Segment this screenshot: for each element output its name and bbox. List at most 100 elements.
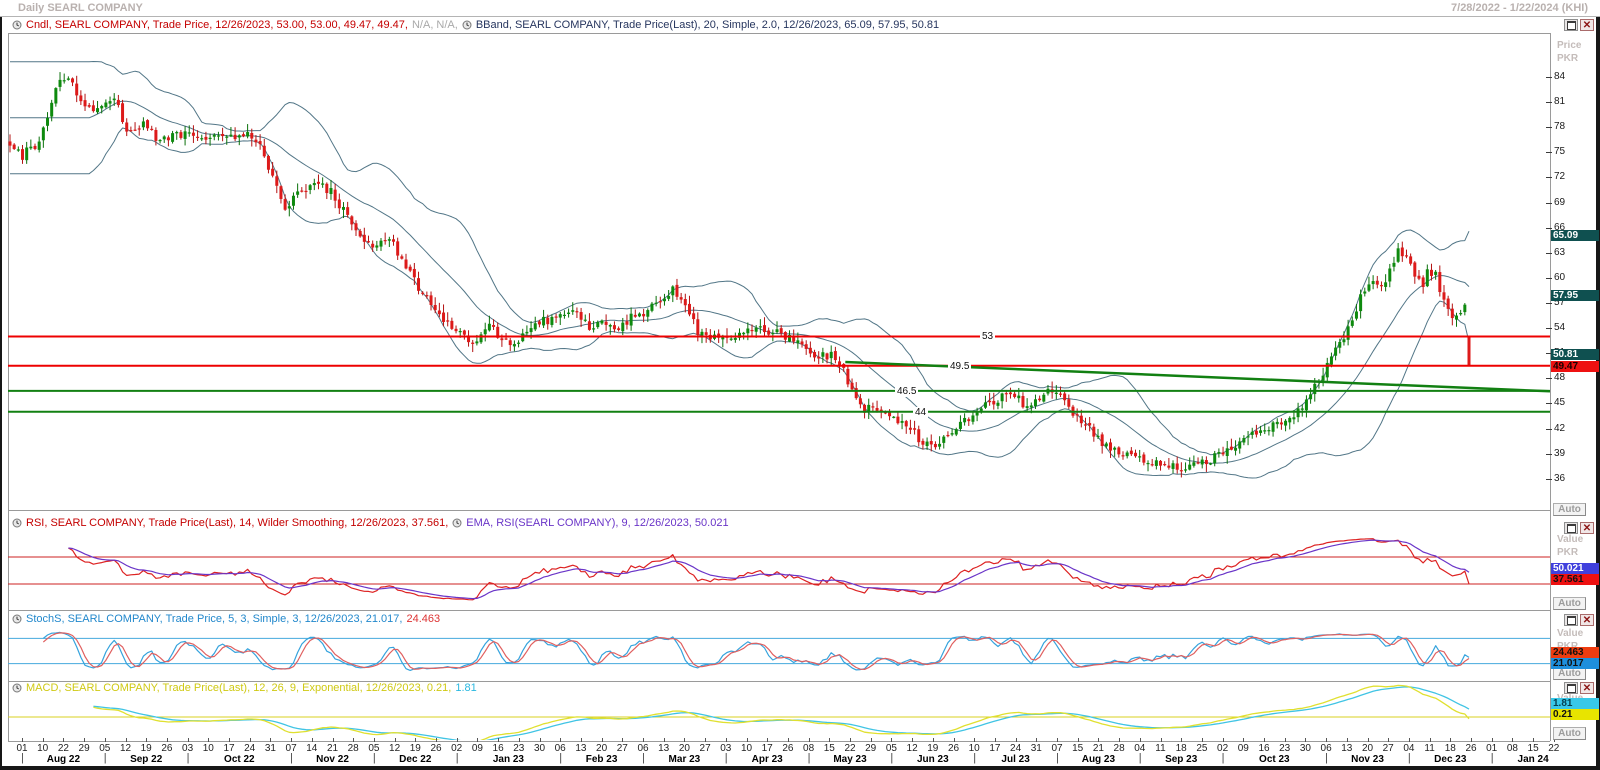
legend-candle[interactable]: Cndl, SEARL COMPANY, Trade Price, 12/26/… xyxy=(26,19,408,31)
time-tick-label: 24 xyxy=(244,743,256,754)
auto-button-price[interactable]: Auto xyxy=(1553,503,1586,516)
time-tick-mark xyxy=(1201,738,1203,742)
time-tick-label: 31 xyxy=(1030,743,1042,754)
close-button-price[interactable]: ✕ xyxy=(1580,19,1594,31)
time-tick-mark xyxy=(1077,738,1079,742)
time-tick-mark xyxy=(746,738,748,742)
macd-badge-1.81: 1.81 xyxy=(1551,698,1599,709)
time-tick-label: 24 xyxy=(1010,743,1022,754)
price-tick-mark xyxy=(1546,403,1552,405)
time-tick-label: 21 xyxy=(326,743,339,754)
month-label-Feb-23: Feb 23 xyxy=(585,754,618,765)
time-tick-label: 02 xyxy=(1217,743,1229,754)
restore-button-rsi[interactable] xyxy=(1564,522,1578,534)
stoch-panel-top-border xyxy=(8,610,1550,611)
time-tick-mark xyxy=(42,738,44,742)
time-tick-label: 05 xyxy=(99,743,111,754)
legend-stoch[interactable]: StochS, SEARL COMPANY, Trade Price, 5, 3… xyxy=(26,613,403,625)
time-tick-mark xyxy=(870,738,872,742)
time-tick-mark xyxy=(1098,738,1100,742)
time-tick-label: 18 xyxy=(1444,743,1456,754)
time-tick-mark xyxy=(373,738,375,742)
time-tick-label: 26 xyxy=(430,743,442,754)
restore-button-macd[interactable] xyxy=(1564,682,1578,694)
price-tick-label: 36 xyxy=(1554,472,1566,484)
legend-rsi-ema[interactable]: EMA, RSI(SEARL COMPANY), 9, 12/26/2023, … xyxy=(466,517,729,529)
time-tick-label: 19 xyxy=(927,743,939,754)
price-tick-label: 48 xyxy=(1554,372,1566,384)
time-tick-mark xyxy=(1015,738,1017,742)
legend-macd[interactable]: MACD, SEARL COMPANY, Trade Price(Last), … xyxy=(26,682,452,694)
time-tick-mark xyxy=(415,738,417,742)
time-tick-mark xyxy=(1160,738,1162,742)
restore-button-price[interactable] xyxy=(1564,19,1578,31)
month-label-May-23: May 23 xyxy=(833,754,867,765)
time-tick-mark xyxy=(498,738,500,742)
time-tick-label: 18 xyxy=(1175,743,1187,754)
month-separator: | xyxy=(290,752,293,764)
price-tick-label: 60 xyxy=(1554,271,1566,283)
level-label-53: 53 xyxy=(980,331,996,343)
time-tick-label: 06 xyxy=(554,743,566,754)
close-button-macd[interactable]: ✕ xyxy=(1580,682,1594,694)
price-tick-label: 39 xyxy=(1554,447,1566,459)
time-tick-mark xyxy=(187,738,189,742)
time-tick-mark xyxy=(229,738,230,742)
price-tick-label: 75 xyxy=(1554,146,1566,158)
time-tick-mark xyxy=(912,738,914,742)
price-axis-header: Price xyxy=(1557,40,1582,51)
time-tick-label: 13 xyxy=(1341,743,1353,754)
price-tick-mark xyxy=(1546,478,1552,480)
close-button-rsi[interactable]: ✕ xyxy=(1580,522,1594,534)
month-separator: | xyxy=(807,752,811,764)
time-tick-label: 15 xyxy=(823,743,835,754)
window-border-bottom xyxy=(0,766,1600,770)
time-tick-label: 02 xyxy=(451,743,463,754)
time-tick-label: 04 xyxy=(1403,743,1415,754)
month-separator: | xyxy=(1221,752,1225,764)
time-tick-mark xyxy=(643,738,644,742)
time-tick-label: 27 xyxy=(699,743,711,754)
time-tick-mark xyxy=(1305,738,1307,742)
time-tick-mark xyxy=(1533,738,1535,742)
price-panel-plot[interactable] xyxy=(8,33,1550,510)
month-label-Oct-22: Oct 22 xyxy=(224,754,255,765)
price-tick-label: 42 xyxy=(1554,422,1566,434)
time-tick-mark xyxy=(477,738,479,742)
time-tick-label: 12 xyxy=(389,743,401,754)
time-tick-mark xyxy=(1119,738,1121,742)
stoch-badge-24.463: 24.463 xyxy=(1551,647,1599,658)
legend-bband[interactable]: BBand, SEARL COMPANY, Trade Price(Last),… xyxy=(475,19,940,31)
time-tick-mark xyxy=(1512,738,1514,742)
restore-button-stoch[interactable] xyxy=(1564,614,1578,626)
auto-button-rsi[interactable]: Auto xyxy=(1553,597,1586,610)
month-separator: | xyxy=(103,752,107,764)
time-tick-label: 12 xyxy=(119,743,132,754)
stoch-axis-currency: PKR xyxy=(1557,641,1578,653)
price-tick-label: 69 xyxy=(1554,196,1566,208)
level-label-44: 44 xyxy=(913,406,929,418)
price-tick-mark xyxy=(1546,453,1552,455)
time-tick-mark xyxy=(994,738,996,742)
price-badge-49.47: 49.47 xyxy=(1551,361,1599,372)
time-tick-label: 30 xyxy=(533,743,546,754)
legend-rsi[interactable]: RSI, SEARL COMPANY, Trade Price(Last), 1… xyxy=(26,517,449,529)
auto-button-macd[interactable]: Auto xyxy=(1553,727,1586,740)
time-tick-label: 26 xyxy=(782,743,794,754)
month-label-Mar-23: Mar 23 xyxy=(668,754,701,765)
month-separator: | xyxy=(559,752,563,764)
time-tick-mark xyxy=(684,738,686,742)
close-button-stoch[interactable]: ✕ xyxy=(1580,614,1594,626)
plot-border-right xyxy=(1550,33,1551,741)
month-label-Nov-22: Nov 22 xyxy=(316,754,349,765)
price-tick-label: 63 xyxy=(1554,246,1566,258)
time-tick-mark xyxy=(850,738,851,742)
price-tick-mark xyxy=(1546,177,1552,179)
time-tick-label: 20 xyxy=(1361,743,1374,754)
time-tick-label: 23 xyxy=(513,743,525,754)
price-tick-label: 66 xyxy=(1554,221,1566,233)
time-tick-mark xyxy=(767,738,769,742)
time-tick-label: 31 xyxy=(264,743,276,754)
time-tick-mark xyxy=(705,738,707,742)
price-badge-65.09: 65.09 xyxy=(1551,230,1599,241)
